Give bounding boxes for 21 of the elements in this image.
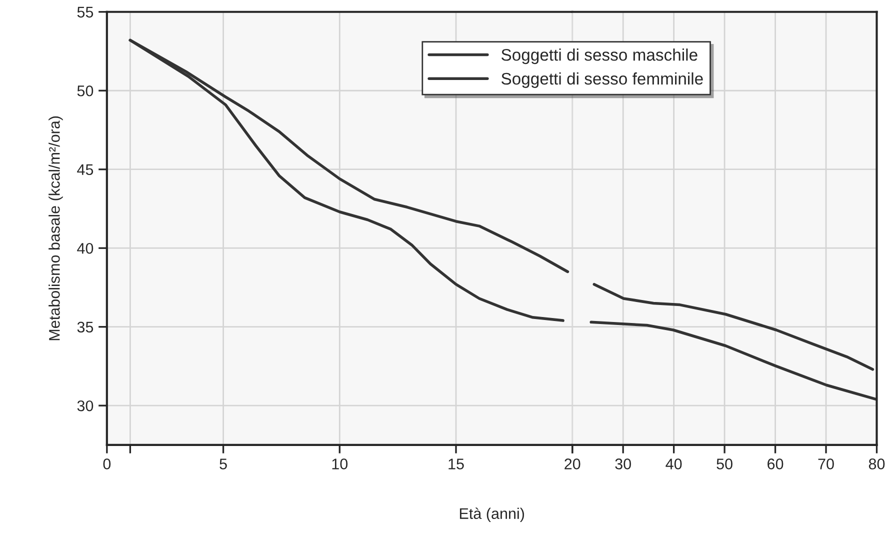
y-tick-label: 50 [77, 85, 94, 96]
x-tick-label: 60 [768, 458, 784, 470]
x-tick-label: 0 [103, 458, 111, 470]
legend-label: Soggetti di sesso maschile [501, 48, 698, 64]
y-tick-label: 40 [77, 242, 94, 254]
x-tick-label: 40 [666, 458, 682, 470]
x-tick-label: 10 [332, 458, 348, 470]
x-tick-label: 20 [564, 458, 580, 470]
x-tick-label: 80 [868, 458, 885, 470]
y-tick-label: 30 [77, 400, 94, 412]
y-tick-label: 55 [77, 6, 94, 18]
x-tick-label: 5 [220, 458, 227, 470]
x-axis-title: Età (anni) [460, 508, 524, 522]
y-axis-title: Metabolismo basale (kcal/m²/ora) [48, 116, 63, 340]
x-tick-label: 50 [716, 458, 732, 470]
x-tick-label: 70 [818, 458, 834, 470]
legend-label: Soggetti di sesso femminile [501, 72, 703, 88]
y-tick-label: 35 [77, 322, 94, 333]
x-tick-label: 30 [615, 458, 631, 470]
y-tick-label: 45 [77, 164, 94, 176]
x-tick-label: 15 [448, 458, 464, 470]
